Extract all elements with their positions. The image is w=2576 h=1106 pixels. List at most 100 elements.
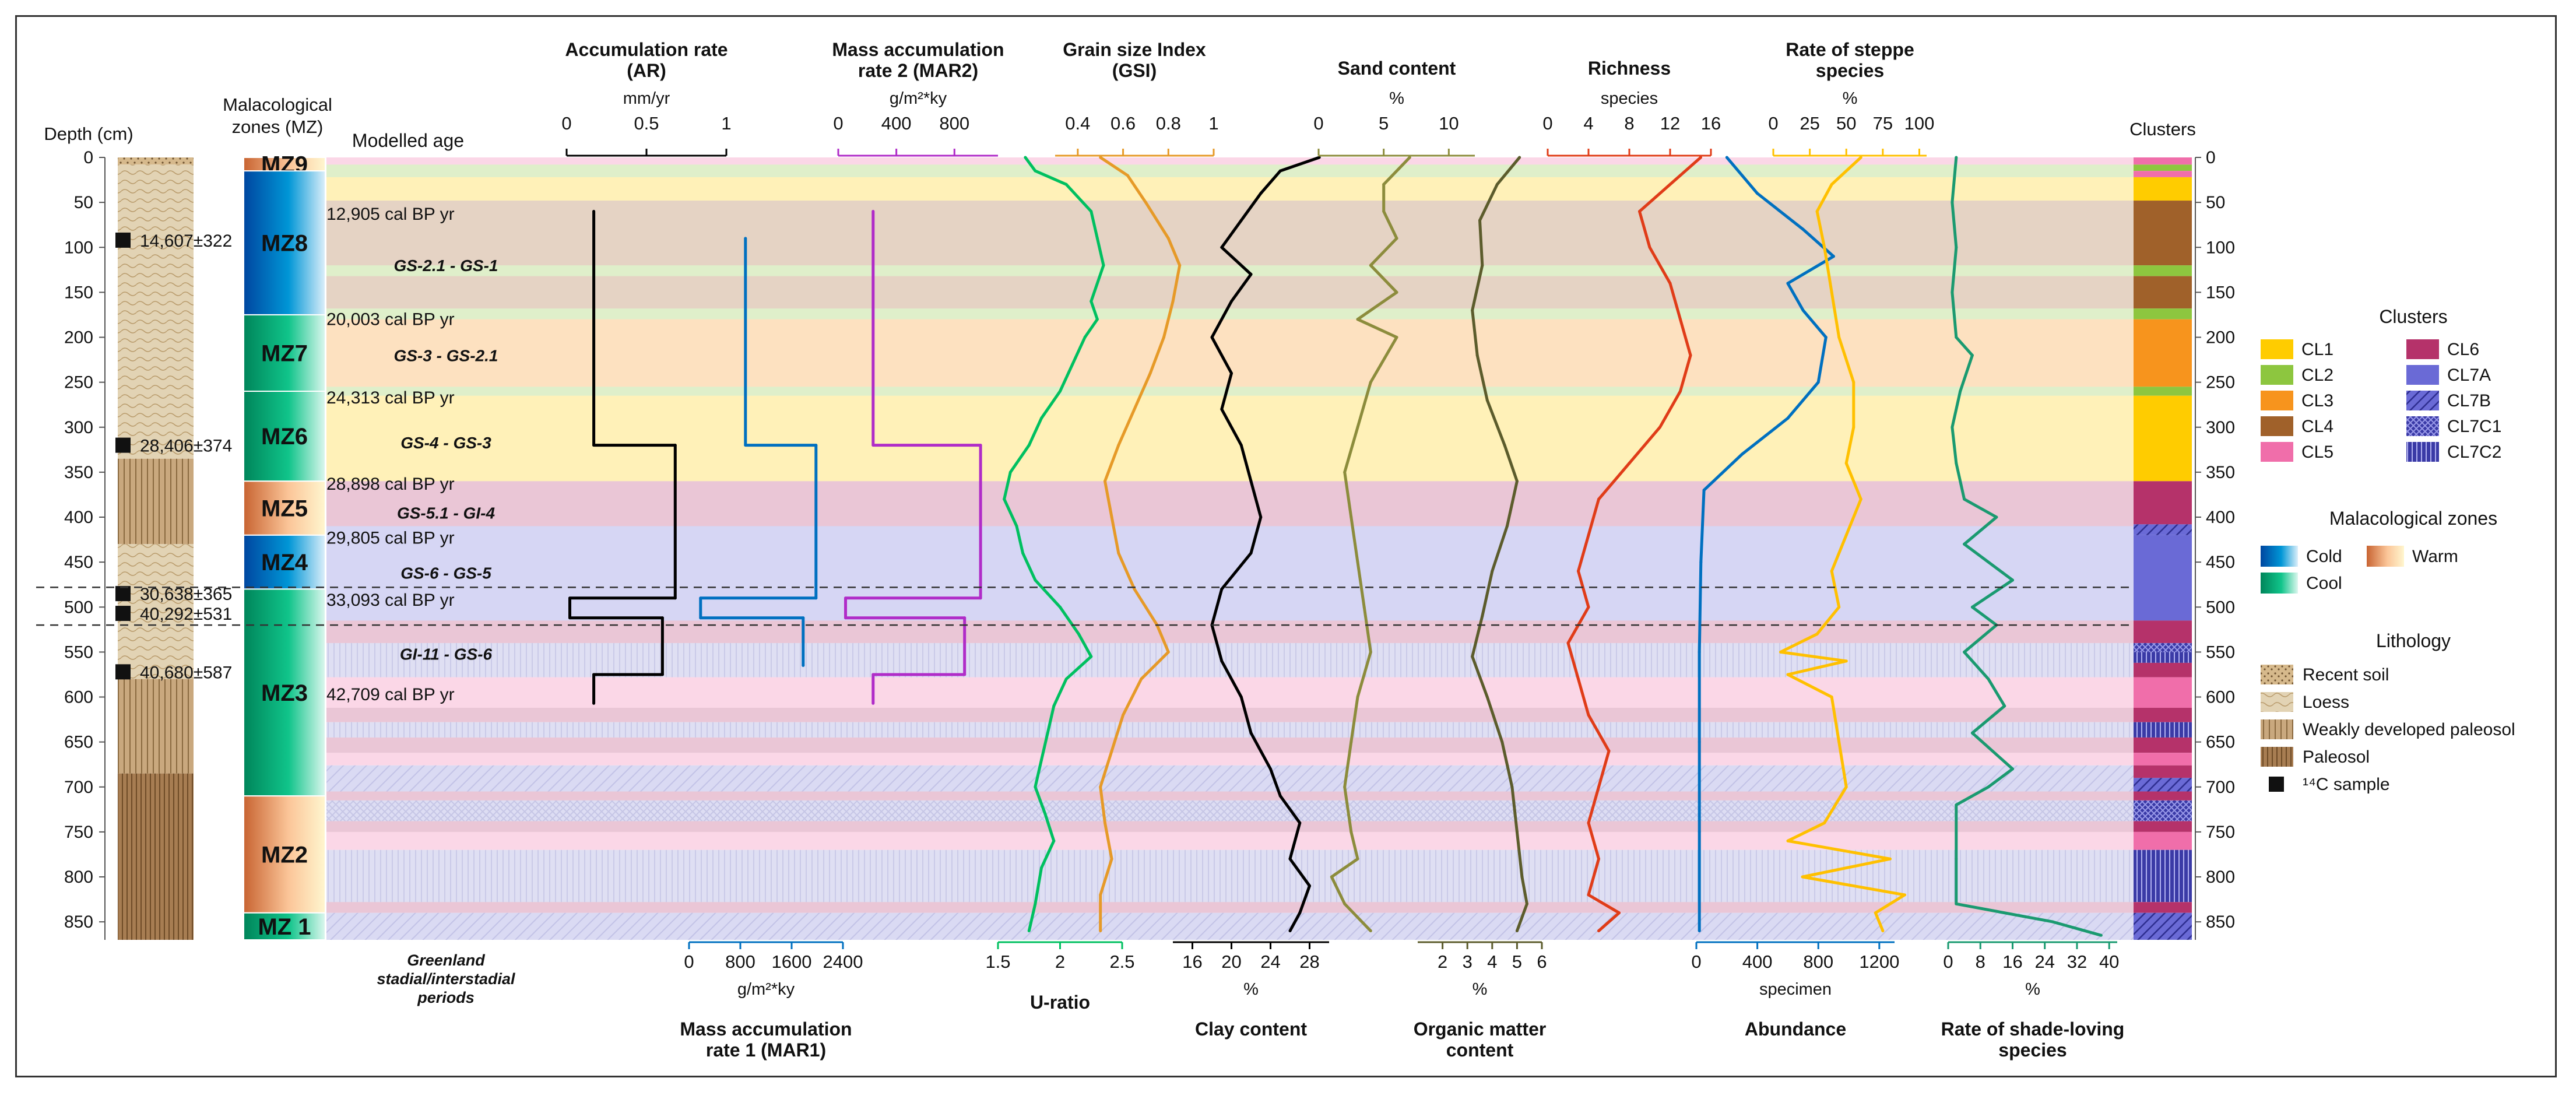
series-tick-label: 6 [1537, 951, 1547, 972]
series-title: Richness [1588, 58, 1671, 79]
data-point [1003, 497, 1006, 501]
data-point [660, 673, 664, 676]
data-point [963, 616, 967, 620]
background-band [326, 265, 2134, 276]
data-point [1382, 182, 1386, 186]
zone-header-line1: Malacological [223, 94, 332, 115]
data-point [1259, 192, 1263, 195]
data-point [592, 444, 596, 447]
data-point [1668, 182, 1672, 186]
cluster-band [2134, 800, 2192, 821]
data-point [1034, 578, 1037, 582]
data-point [1395, 237, 1398, 240]
data-point [1144, 201, 1147, 204]
data-point [1034, 902, 1037, 905]
data-point [1166, 650, 1170, 654]
depth-tick-label: 450 [64, 553, 93, 572]
series-unit: g/m²*ky [890, 89, 947, 108]
age-label: 24,313 cal BP yr [326, 388, 455, 408]
lithology-layer [118, 679, 194, 774]
c14-sample-label: 28,406±374 [140, 437, 232, 456]
depth-tick-label: 50 [74, 193, 93, 212]
series-unit: % [1472, 980, 1488, 999]
data-point [1171, 300, 1175, 303]
data-point [1015, 524, 1018, 528]
series-unit: mm/yr [623, 89, 670, 108]
series-tick-label: 800 [1803, 951, 1833, 972]
lithology-legend-swatch [2261, 719, 2293, 739]
data-point [1288, 857, 1292, 861]
data-point [1844, 785, 1848, 789]
depth-tick-label: 250 [64, 373, 93, 392]
data-point [1505, 524, 1509, 528]
data-point [1471, 655, 1474, 658]
zone-band [243, 534, 326, 590]
data-point [1259, 515, 1263, 519]
data-point [1077, 633, 1080, 636]
data-point [802, 664, 805, 668]
data-point [1801, 308, 1805, 312]
data-point [592, 673, 596, 676]
data-point [1485, 398, 1489, 402]
age-label: 20,003 cal BP yr [326, 310, 455, 329]
modelled-age-column: Modelled age 12,905 cal BP yr 20,003 cal B… [326, 130, 515, 1006]
data-point [844, 616, 847, 620]
data-point [1698, 650, 1701, 654]
background-band [326, 791, 2134, 800]
data-point [871, 444, 875, 447]
cluster-band [2134, 821, 2192, 832]
series-tick-label: 10 [1439, 113, 1459, 134]
series-tick-label: 0.5 [634, 113, 659, 134]
data-point [1395, 336, 1398, 339]
depth-tick-label: 500 [64, 598, 93, 617]
cluster-depth-tick-label: 200 [2206, 328, 2235, 347]
series-tick-label: 12 [1660, 113, 1680, 134]
cluster-depth-tick-label: 500 [2206, 598, 2235, 617]
data-point [1837, 605, 1841, 609]
data-point [1064, 677, 1068, 681]
data-point [1837, 740, 1841, 744]
lithology-legend-label: Weakly developed paleosol [2303, 720, 2515, 739]
data-point [1959, 389, 1962, 393]
depth-axis: Depth (cm) 0 50 100 150 200 250 300 350 400 450 500… [44, 124, 133, 940]
data-point [1220, 659, 1224, 663]
series-tick-label: 8 [1624, 113, 1634, 134]
data-point [1090, 300, 1093, 303]
cluster-depth-tick-label: 550 [2206, 642, 2235, 662]
cluster-legend-swatch [2406, 339, 2439, 359]
c14-sample-marker [115, 664, 131, 680]
zone-band [243, 314, 326, 392]
cluster-depth-tick-label: 300 [2206, 418, 2235, 437]
cluster-legend-swatch [2261, 391, 2293, 410]
data-point [1824, 336, 1828, 339]
series-tick-label: 50 [1836, 113, 1856, 134]
cluster-depth-tick-label: 50 [2206, 193, 2225, 212]
zone-legend-label: Cool [2306, 574, 2342, 593]
data-point [1024, 156, 1027, 159]
series-tick-label: 3 [1463, 951, 1472, 972]
data-point [1786, 416, 1790, 420]
cluster-legend-label: CL6 [2447, 340, 2479, 359]
data-point [1298, 911, 1302, 915]
zone-band [243, 588, 326, 797]
period-footer: stadial/interstadial [377, 970, 515, 988]
data-point [1597, 929, 1600, 933]
data-point [1597, 857, 1600, 861]
data-point [1970, 731, 1974, 735]
lithology-layer [118, 157, 194, 165]
data-point [1859, 497, 1862, 501]
lithology-legend-swatch [2261, 692, 2293, 712]
cluster-depth-tick-label: 700 [2206, 778, 2235, 797]
data-point [1577, 570, 1580, 573]
series-title: Accumulation rate [565, 39, 728, 60]
data-point [1090, 655, 1093, 658]
data-point [1830, 182, 1833, 186]
background-band [326, 800, 2134, 821]
series-tick-label: 400 [881, 113, 912, 134]
data-point [1099, 893, 1102, 897]
data-point [1249, 552, 1253, 555]
data-point [1110, 857, 1113, 861]
series-title: Clay content [1195, 1019, 1307, 1040]
data-point [1955, 336, 1958, 339]
data-point [1963, 650, 1966, 654]
